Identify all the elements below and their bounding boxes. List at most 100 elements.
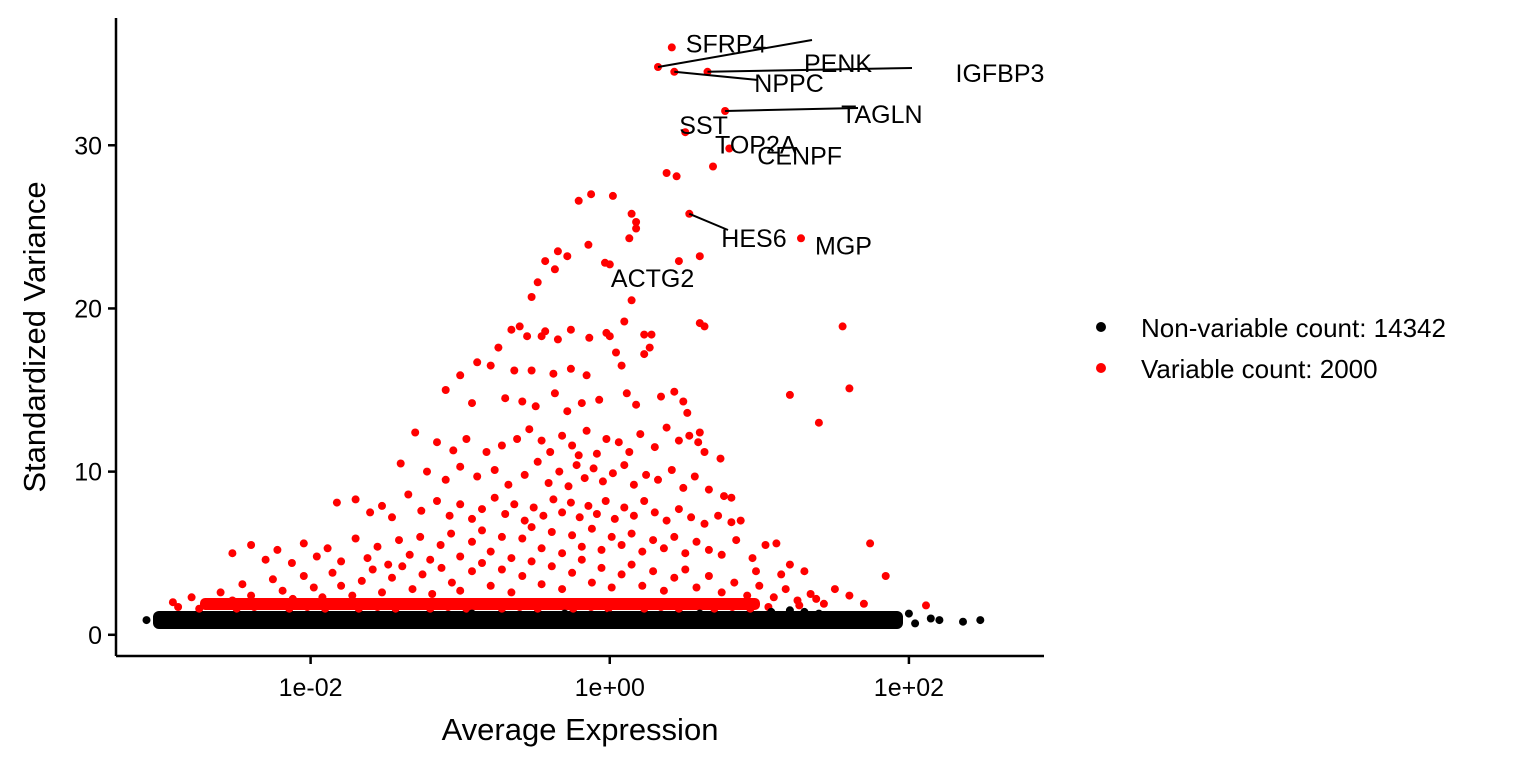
variable-point [717, 550, 726, 559]
nonvariable-point [142, 616, 151, 625]
y-axis: 0 10 20 30 Standardized Variance [17, 18, 118, 656]
variable-point [650, 508, 659, 517]
variable-point [568, 441, 577, 450]
variable-point [426, 604, 435, 613]
variable-point [418, 570, 427, 579]
variable-point [617, 570, 626, 579]
variable-point [614, 438, 623, 447]
variable-point [597, 563, 606, 572]
variable-point [657, 603, 665, 611]
variable-point [537, 580, 546, 589]
variable-point [462, 604, 471, 613]
variable-point [566, 325, 575, 334]
variable-point [736, 516, 745, 525]
variable-point [692, 601, 701, 610]
variable-point [478, 526, 486, 535]
variable-point [228, 596, 237, 605]
variable-point [772, 539, 781, 548]
variable-point [587, 524, 596, 533]
variable-point [602, 435, 611, 443]
variable-point [642, 470, 651, 479]
variable-point [647, 330, 656, 339]
nonvariable-point [785, 606, 794, 615]
variable-point [473, 358, 482, 367]
nonvariable-point [904, 609, 913, 618]
variable-point [396, 459, 405, 468]
variable-point [408, 585, 417, 594]
nonvariable-point [423, 612, 431, 621]
nonvariable-point [976, 616, 985, 625]
nonvariable-point [261, 614, 270, 623]
variable-point [681, 549, 690, 558]
nonvariable-point [468, 609, 476, 618]
variable-point [627, 209, 636, 218]
nonvariable-point [695, 609, 704, 618]
variable-point [250, 603, 259, 611]
variable-point [566, 364, 575, 373]
variable-point [447, 529, 456, 538]
variable-point [659, 544, 668, 553]
variable-point [510, 366, 519, 375]
nonvariable-point [515, 611, 524, 620]
variable-point [683, 408, 692, 417]
variable-point [309, 583, 318, 592]
variable-point [299, 572, 308, 580]
variable-point [213, 601, 222, 610]
variable-point [247, 541, 256, 549]
y-tick-label: 30 [74, 132, 102, 160]
variable-point [819, 599, 828, 608]
nonvariable-point [157, 614, 165, 623]
variable-point [622, 389, 631, 398]
nonvariable-point [935, 616, 944, 625]
variable-point [497, 441, 506, 450]
variable-point [550, 265, 559, 274]
variable-point [232, 604, 241, 613]
gene-connector-nppc [674, 70, 759, 81]
variable-point [710, 604, 719, 613]
variable-point [553, 335, 562, 344]
variable-point [456, 586, 465, 595]
variable-point [563, 407, 572, 416]
variable-point [261, 555, 270, 564]
variable-point [378, 501, 386, 510]
variable-point [640, 330, 649, 339]
variable-point [577, 399, 586, 408]
variable-point [589, 464, 598, 473]
variable-point [388, 513, 396, 522]
variable-point [486, 581, 495, 590]
variable-point [859, 599, 868, 608]
variable-point [468, 399, 476, 408]
variable-point [704, 572, 713, 580]
variable-point [617, 541, 626, 549]
variable-point [529, 503, 538, 512]
variable-point [679, 483, 688, 492]
variable-point [755, 581, 764, 590]
variable-point [550, 389, 559, 398]
legend-key-nonvariable [1096, 322, 1106, 332]
nonvariable-point [168, 617, 177, 626]
variable-point [582, 371, 591, 380]
variable-point [195, 604, 204, 613]
variable-point [607, 583, 616, 592]
y-axis-title: Standardized Variance [17, 181, 52, 492]
nonvariable-point [560, 609, 569, 618]
variable-point [547, 562, 556, 571]
gene-label-nppc: NPPC [754, 70, 823, 98]
variable-point [574, 451, 583, 460]
variable-point [202, 599, 211, 608]
legend-key-variable [1096, 363, 1106, 373]
nonvariable-point [886, 617, 895, 626]
variable-point [674, 257, 683, 266]
variable-point [568, 531, 577, 540]
variable-point [625, 234, 634, 243]
variable-point [299, 539, 308, 548]
nonvariable-point [911, 619, 920, 628]
variable-point [748, 554, 757, 563]
variable-point [632, 400, 641, 409]
gene-label-mgp: MGP [815, 232, 872, 260]
variable-point [743, 591, 752, 600]
nonvariable-point [202, 616, 211, 625]
nonvariable-point [826, 611, 835, 620]
variable-point [507, 588, 516, 597]
